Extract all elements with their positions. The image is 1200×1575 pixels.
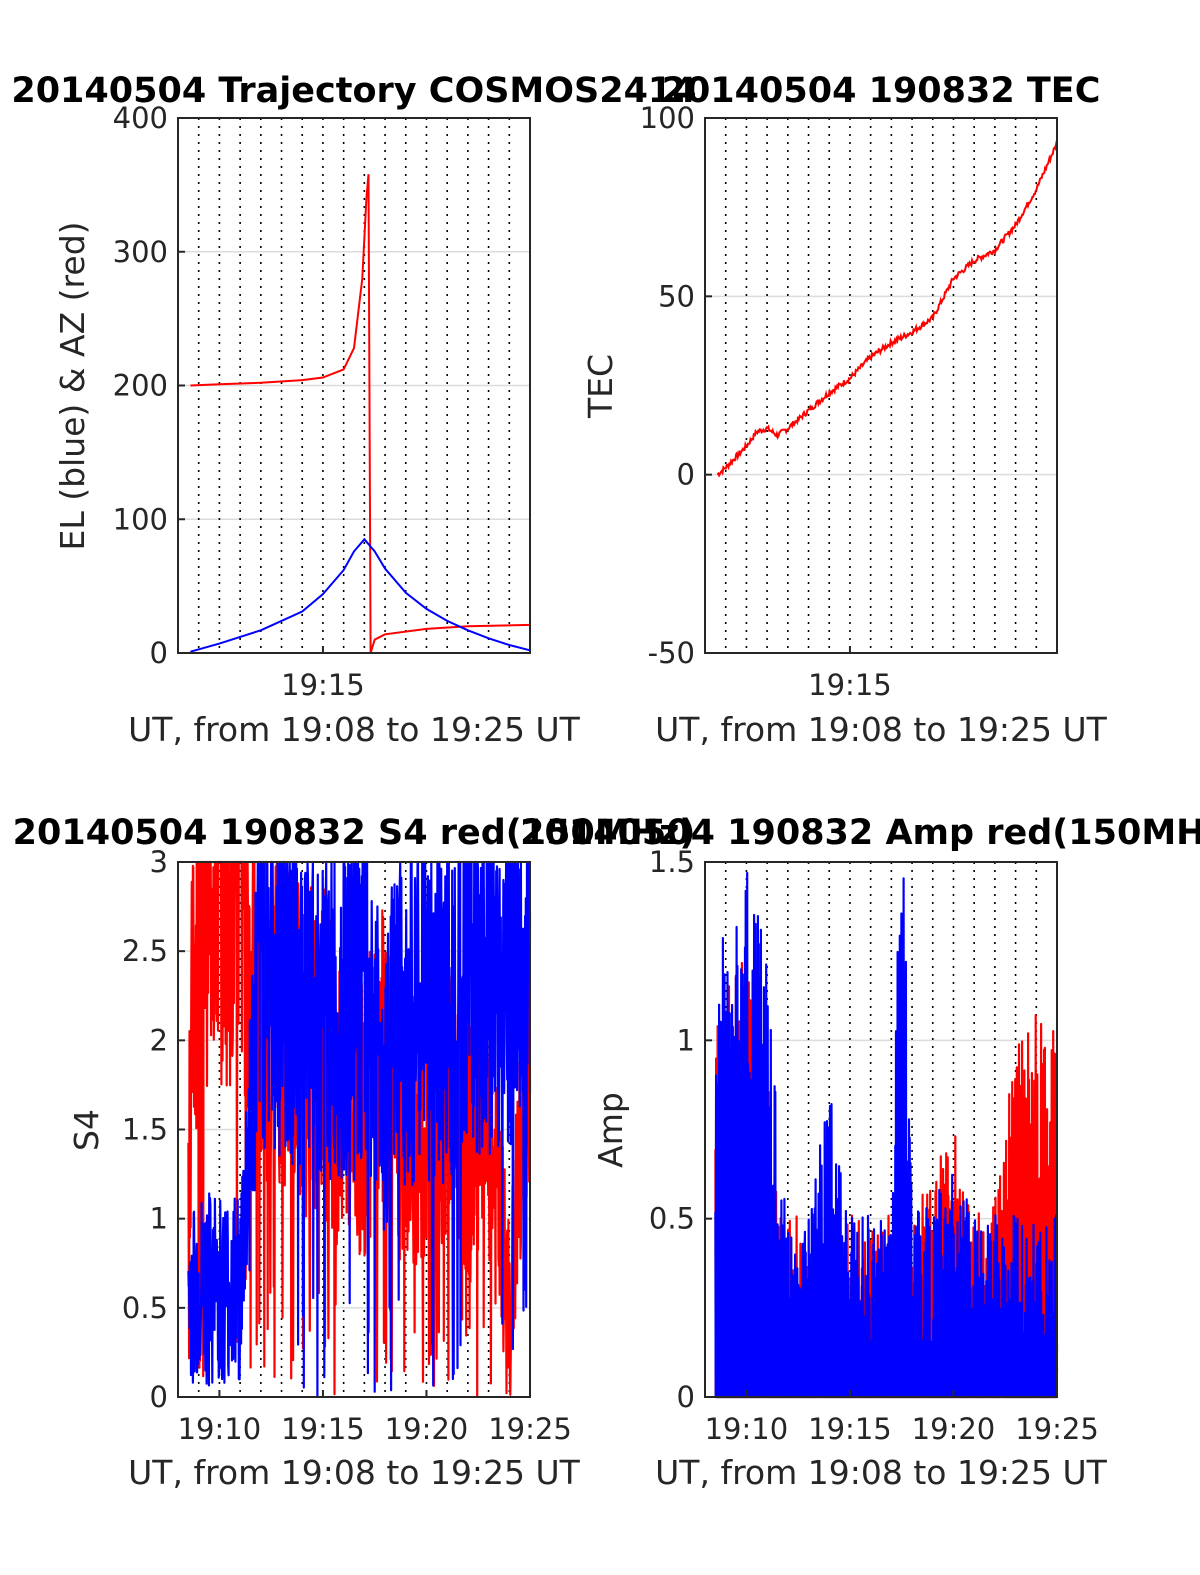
x-tick-label: 19:20 (912, 1412, 996, 1446)
axes-box (704, 117, 1058, 654)
x-tick-label: 19:10 (705, 1412, 789, 1446)
x-tick-label: 19:15 (808, 1412, 892, 1446)
data-lines (190, 174, 531, 654)
y-tick-label: 0.5 (649, 1202, 695, 1236)
grid (178, 118, 530, 653)
series-line (714, 871, 1059, 1399)
chart-title: 20140504 190832 S4 red(150MHz) (13, 813, 696, 853)
y-tick-label: 1.5 (649, 845, 695, 879)
series-line (187, 860, 532, 1398)
series-line (190, 537, 531, 653)
x-axis-label: UT, from 19:08 to 19:25 UT (128, 1453, 581, 1492)
x-tick-label: 19:25 (488, 1412, 572, 1446)
x-tick-label: 19:10 (178, 1412, 262, 1446)
x-axis-label: UT, from 19:08 to 19:25 UT (655, 710, 1108, 749)
chart-title: 20140504 190832 Amp red(150MHz) (520, 813, 1200, 853)
x-tick-label: 19:25 (1015, 1412, 1099, 1446)
data-lines (716, 140, 1058, 478)
y-tick-label: 100 (113, 502, 168, 536)
x-tick-label: 19:15 (281, 1412, 365, 1446)
y-tick-label: 1 (677, 1023, 695, 1057)
y-axis-label: EL (blue) & AZ (red) (53, 221, 92, 550)
panel-amp: 0 0.5 1 1.5 19:10 19:15 19:20 19:25 20140504 19… (520, 813, 1200, 1492)
data-lines (714, 871, 1059, 1399)
y-tick-label: 3 (150, 845, 168, 879)
x-tick-label: 19:15 (281, 668, 365, 702)
x-tick-label: 19:15 (808, 668, 892, 702)
y-tick-label: 200 (113, 369, 168, 403)
panel-trajectory: 0 100 200 300 400 19:15 20140504 Trajectory C… (11, 71, 696, 749)
y-tick-label: -50 (648, 636, 695, 670)
series-line (190, 174, 531, 654)
ticks: 0 100 200 300 400 19:15 (113, 101, 365, 702)
ticks: -50 0 50 100 19:15 (640, 101, 892, 702)
y-tick-label: 0 (150, 636, 168, 670)
y-tick-label: 0 (677, 1380, 695, 1414)
y-tick-label: 2.5 (122, 934, 168, 968)
axes-box (704, 861, 1058, 1398)
grid (705, 118, 1057, 653)
series-line (716, 140, 1058, 478)
x-tick-label: 19:20 (385, 1412, 469, 1446)
y-tick-label: 2 (150, 1023, 168, 1057)
y-tick-label: 100 (640, 101, 695, 135)
ticks: 0 0.5 1 1.5 19:10 19:15 19:20 19:25 (649, 845, 1099, 1446)
y-axis-label: Amp (591, 1092, 630, 1168)
y-tick-label: 0 (150, 1380, 168, 1414)
chart-title: 20140504 190832 TEC (662, 71, 1101, 111)
x-axis-label: UT, from 19:08 to 19:25 UT (128, 710, 581, 749)
panel-tec: -50 0 50 100 19:15 20140504 190832 TEC UT, f… (581, 71, 1108, 749)
panel-s4: 0 0.5 1 1.5 2 2.5 3 19:10 19:15 19:20 19:25 201405… (13, 813, 696, 1492)
chart-title: 20140504 Trajectory COSMOS2414 (11, 71, 696, 111)
plot-area (705, 118, 1057, 653)
ticks: 0 0.5 1 1.5 2 2.5 3 19:10 19:15 19:20 19:25 (122, 845, 572, 1446)
y-tick-label: 0 (677, 458, 695, 492)
y-axis-label: S4 (67, 1109, 106, 1151)
y-tick-label: 50 (658, 279, 695, 313)
y-tick-label: 0.5 (122, 1291, 168, 1325)
y-tick-label: 1.5 (122, 1113, 168, 1147)
y-tick-label: 400 (113, 101, 168, 135)
x-axis-label: UT, from 19:08 to 19:25 UT (655, 1453, 1108, 1492)
y-tick-label: 300 (113, 235, 168, 269)
y-tick-label: 1 (150, 1202, 168, 1236)
y-axis-label: TEC (581, 354, 620, 419)
